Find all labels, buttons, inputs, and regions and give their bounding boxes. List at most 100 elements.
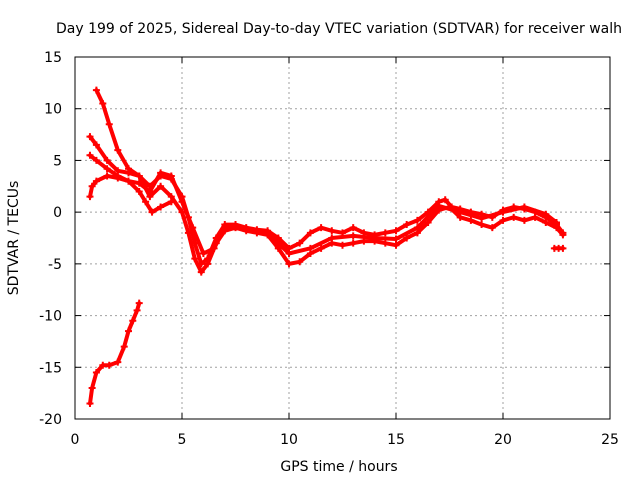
- data-point: [125, 327, 132, 335]
- data-point: [306, 229, 314, 237]
- data-point: [199, 250, 207, 258]
- data-point: [274, 244, 282, 252]
- data-point: [204, 260, 212, 268]
- data-point: [135, 299, 143, 307]
- data-point: [157, 203, 165, 211]
- data-point: [142, 198, 150, 206]
- data-point: [114, 358, 122, 366]
- data-point: [542, 218, 550, 226]
- data-point: [559, 231, 567, 239]
- data-point: [499, 208, 507, 216]
- data-point: [381, 239, 389, 247]
- data-point: [542, 210, 550, 218]
- y-tick-label: 10: [44, 102, 62, 118]
- data-point: [189, 224, 197, 232]
- data-point: [349, 239, 357, 247]
- data-point: [296, 239, 304, 247]
- data-point: [99, 361, 107, 369]
- x-axis-label: GPS time / hours: [280, 459, 397, 475]
- data-point: [349, 232, 357, 240]
- data-point: [210, 244, 218, 252]
- data-point: [349, 224, 357, 232]
- data-point: [125, 169, 132, 177]
- data-point: [86, 151, 94, 159]
- y-tick-label: 5: [53, 153, 62, 169]
- data-point: [103, 172, 111, 180]
- data-point: [520, 216, 528, 224]
- data-point: [157, 169, 165, 177]
- data-layer: [86, 86, 567, 407]
- data-point: [88, 182, 96, 190]
- y-tick-label: 0: [53, 205, 62, 221]
- data-point: [105, 361, 113, 369]
- data-point: [328, 227, 336, 235]
- data-point: [285, 250, 293, 258]
- data-point: [510, 213, 518, 221]
- data-point: [242, 225, 250, 233]
- data-point: [392, 241, 400, 249]
- data-point: [135, 172, 143, 180]
- y-tick-label: 15: [44, 50, 62, 66]
- data-point: [133, 306, 141, 314]
- data-point: [103, 156, 111, 164]
- plot-frame: [74, 56, 611, 420]
- data-point: [441, 196, 449, 204]
- data-point: [197, 268, 205, 276]
- y-tick-label: -5: [48, 257, 62, 273]
- chart-title: Day 199 of 2025, Sidereal Day-to-day VTE…: [56, 21, 622, 37]
- data-point: [221, 224, 229, 232]
- data-point: [478, 214, 486, 222]
- data-point: [559, 244, 567, 252]
- data-point: [403, 234, 411, 242]
- data-point: [531, 213, 539, 221]
- x-tick-label: 0: [71, 432, 80, 448]
- data-point: [114, 146, 122, 154]
- data-point: [129, 317, 137, 325]
- data-point: [88, 384, 96, 392]
- x-tick-label: 15: [387, 432, 405, 448]
- data-point: [392, 235, 400, 243]
- data-point: [413, 216, 421, 224]
- data-point: [456, 208, 464, 216]
- y-tick-label: -20: [39, 412, 62, 428]
- data-point: [478, 221, 486, 229]
- data-point: [520, 203, 528, 211]
- data-point: [467, 216, 475, 224]
- data-point: [296, 258, 304, 266]
- data-point: [285, 260, 293, 268]
- x-tick-label: 20: [494, 432, 512, 448]
- data-point: [553, 218, 560, 226]
- x-tick-label: 25: [601, 432, 619, 448]
- data-point: [135, 187, 143, 195]
- x-tick-label: 5: [178, 432, 187, 448]
- data-point: [157, 182, 165, 190]
- data-point: [103, 165, 111, 173]
- data-point: [488, 224, 496, 232]
- data-point: [178, 198, 186, 206]
- data-point: [317, 244, 325, 252]
- tick-layer: 0 5 10 15 20 25 -20 -15 -10 -5 0 5 10 15: [39, 50, 619, 448]
- y-tick-label: -10: [39, 309, 62, 325]
- data-point: [92, 368, 100, 376]
- data-point: [167, 172, 175, 180]
- data-point: [86, 133, 94, 141]
- data-point: [317, 224, 325, 232]
- x-tick-label: 10: [280, 432, 298, 448]
- data-point: [306, 244, 314, 252]
- data-point: [148, 208, 156, 216]
- data-point: [339, 241, 346, 249]
- data-point: [392, 227, 400, 235]
- data-point: [99, 100, 107, 108]
- data-point: [125, 177, 132, 185]
- data-point: [191, 255, 199, 263]
- data-point: [114, 174, 122, 182]
- data-point: [86, 193, 94, 201]
- data-point: [413, 224, 421, 232]
- data-point: [105, 120, 113, 128]
- data-point: [92, 156, 100, 164]
- data-point: [135, 179, 143, 187]
- data-point: [86, 399, 94, 407]
- grid-layer: [75, 57, 610, 419]
- y-axis-label: SDTVAR / TECUs: [6, 181, 22, 296]
- data-point: [264, 229, 272, 237]
